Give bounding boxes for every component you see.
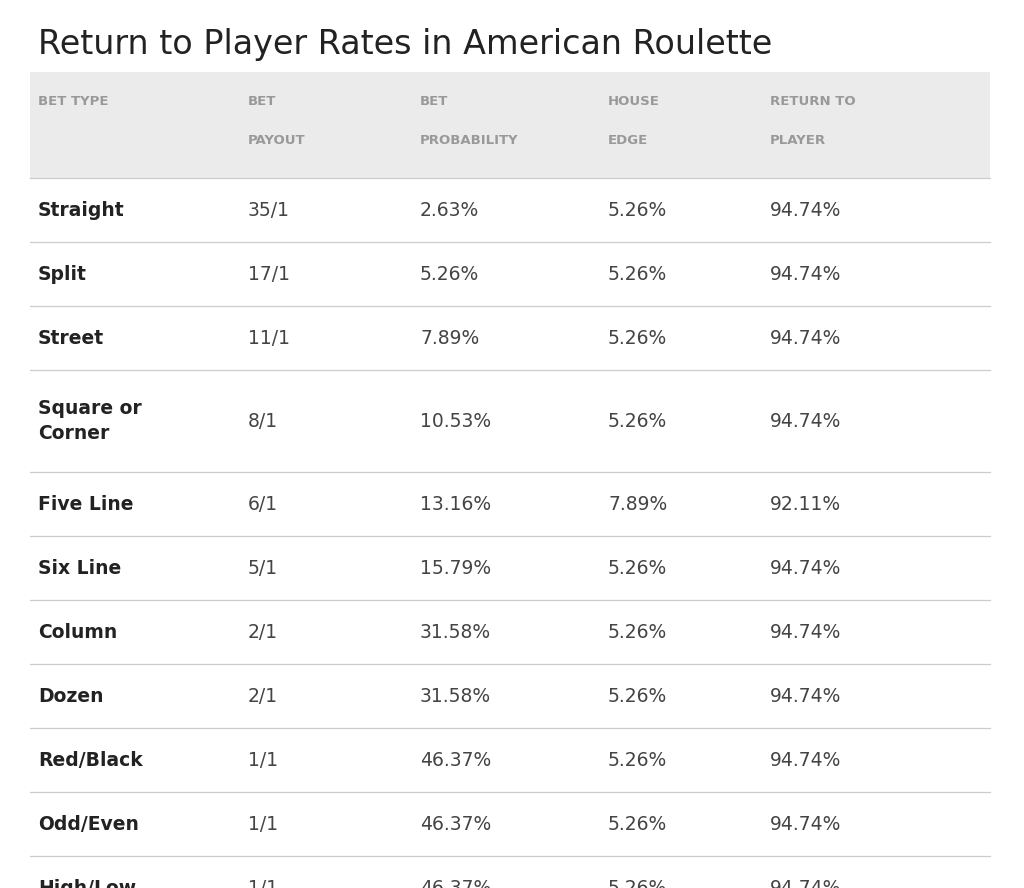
Text: PROBABILITY: PROBABILITY [420,134,518,147]
Text: 1/1: 1/1 [248,878,279,888]
Text: Odd/Even: Odd/Even [38,814,139,834]
Text: BET TYPE: BET TYPE [38,95,109,108]
Text: 94.74%: 94.74% [770,559,842,577]
Text: Straight: Straight [38,201,125,219]
Text: 13.16%: 13.16% [420,495,492,513]
Text: 31.58%: 31.58% [420,622,492,641]
Text: 5.26%: 5.26% [420,265,479,283]
Text: 94.74%: 94.74% [770,329,842,347]
Text: BET: BET [420,95,449,108]
Text: 5.26%: 5.26% [608,329,668,347]
Text: Six Line: Six Line [38,559,121,577]
Text: 35/1: 35/1 [248,201,290,219]
Text: 5.26%: 5.26% [608,814,668,834]
Text: 5.26%: 5.26% [608,201,668,219]
Text: Split: Split [38,265,87,283]
Text: 94.74%: 94.74% [770,750,842,770]
Text: 94.74%: 94.74% [770,622,842,641]
Text: Street: Street [38,329,104,347]
Text: 46.37%: 46.37% [420,814,492,834]
Text: Column: Column [38,622,118,641]
Text: 94.74%: 94.74% [770,814,842,834]
Text: Dozen: Dozen [38,686,103,705]
Text: 46.37%: 46.37% [420,750,492,770]
Text: Return to Player Rates in American Roulette: Return to Player Rates in American Roule… [38,28,772,61]
Text: 6/1: 6/1 [248,495,279,513]
Text: 15.79%: 15.79% [420,559,492,577]
Text: 1/1: 1/1 [248,814,279,834]
Bar [30,72,990,178]
Text: 10.53%: 10.53% [420,411,492,431]
Text: High/Low: High/Low [38,878,136,888]
Text: BET: BET [248,95,276,108]
Text: 7.89%: 7.89% [420,329,479,347]
Text: Red/Black: Red/Black [38,750,142,770]
Text: 94.74%: 94.74% [770,686,842,705]
Text: 92.11%: 92.11% [770,495,841,513]
Text: EDGE: EDGE [608,134,648,147]
Text: 5.26%: 5.26% [608,559,668,577]
Text: 94.74%: 94.74% [770,411,842,431]
Text: HOUSE: HOUSE [608,95,659,108]
Text: 5/1: 5/1 [248,559,279,577]
Text: Square or
Corner: Square or Corner [38,400,141,442]
Text: 5.26%: 5.26% [608,878,668,888]
Text: 5.26%: 5.26% [608,265,668,283]
Text: 5.26%: 5.26% [608,622,668,641]
Text: 46.37%: 46.37% [420,878,492,888]
Text: Five Line: Five Line [38,495,133,513]
Text: 7.89%: 7.89% [608,495,668,513]
Text: 31.58%: 31.58% [420,686,492,705]
Text: 94.74%: 94.74% [770,265,842,283]
Text: 11/1: 11/1 [248,329,290,347]
Text: 17/1: 17/1 [248,265,290,283]
Text: 5.26%: 5.26% [608,750,668,770]
Text: 8/1: 8/1 [248,411,279,431]
Text: 2/1: 2/1 [248,686,279,705]
Text: 1/1: 1/1 [248,750,279,770]
Text: 94.74%: 94.74% [770,878,842,888]
Text: RETURN TO: RETURN TO [770,95,856,108]
Text: 2/1: 2/1 [248,622,279,641]
Text: 94.74%: 94.74% [770,201,842,219]
Text: 5.26%: 5.26% [608,411,668,431]
Text: 5.26%: 5.26% [608,686,668,705]
Text: PLAYER: PLAYER [770,134,826,147]
Text: PAYOUT: PAYOUT [248,134,305,147]
Text: 2.63%: 2.63% [420,201,479,219]
